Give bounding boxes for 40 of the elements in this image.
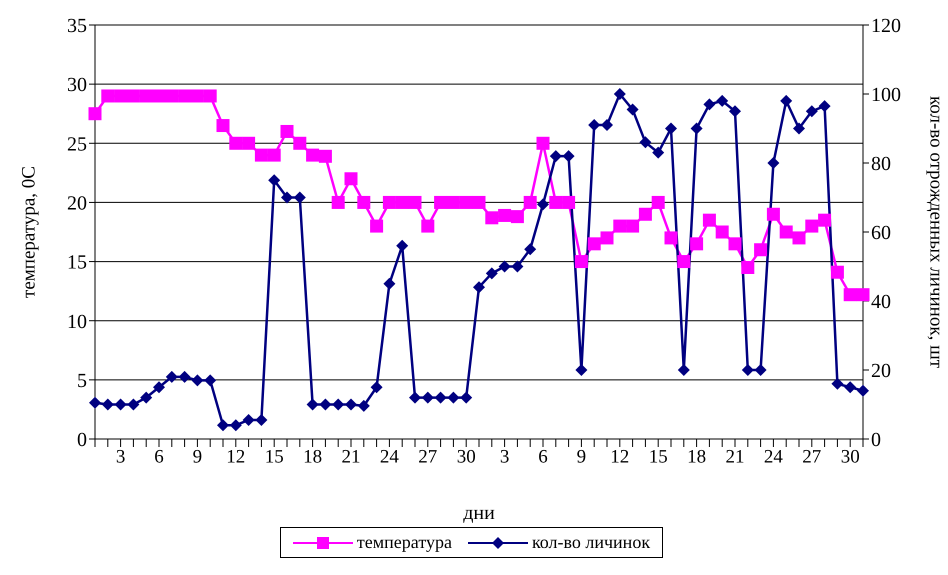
y-tick-label: 15: [67, 252, 87, 274]
y-tick-label: 0: [77, 429, 87, 452]
y-tick-label: 5: [77, 370, 87, 392]
x-tick-label: 24: [764, 446, 784, 468]
x-tick-label: 9: [192, 446, 202, 468]
legend-label: температура: [356, 532, 452, 553]
legend-label: кол-во личинок: [532, 532, 650, 553]
x-tick-label: 27: [802, 446, 822, 468]
x-tick-label: 3: [116, 446, 126, 468]
y-tick-label: 30: [67, 74, 87, 96]
y2-tick-label: 0: [871, 429, 881, 452]
x-tick-label: 15: [264, 446, 284, 468]
x-tick-label: 6: [538, 446, 548, 468]
y-axis-title: температура, 0C: [18, 166, 40, 298]
x-tick-label: 12: [226, 446, 246, 468]
x-tick-label: 24: [380, 446, 400, 468]
y-tick-label: 35: [67, 15, 87, 38]
y2-tick-label: 60: [871, 222, 891, 244]
x-tick-label: 15: [648, 446, 668, 468]
x-tick-label: 3: [500, 446, 510, 468]
x-tick-label: 18: [303, 446, 322, 468]
y-tick-label: 20: [67, 192, 87, 215]
x-axis-title: дни: [463, 502, 496, 524]
x-tick-label: 27: [418, 446, 438, 468]
y-tick-label: 25: [67, 133, 87, 156]
x-tick-label: 21: [342, 446, 360, 468]
y2-axis-title: кол-во отрожденных личинок, шт: [925, 96, 946, 369]
x-tick-label: 12: [610, 446, 630, 468]
y2-tick-label: 100: [871, 84, 901, 106]
y2-tick-label: 40: [871, 291, 891, 314]
y2-tick-label: 80: [871, 153, 891, 176]
y2-tick-label: 120: [871, 15, 901, 38]
x-tick-label: 9: [576, 446, 586, 468]
y-tick-label: 10: [67, 310, 87, 333]
y2-tick-label: 20: [871, 360, 891, 382]
x-tick-label: 30: [456, 446, 476, 468]
x-tick-label: 30: [840, 446, 860, 468]
x-tick-label: 21: [726, 446, 744, 468]
x-tick-label: 6: [154, 446, 164, 468]
x-tick-label: 18: [687, 446, 706, 468]
